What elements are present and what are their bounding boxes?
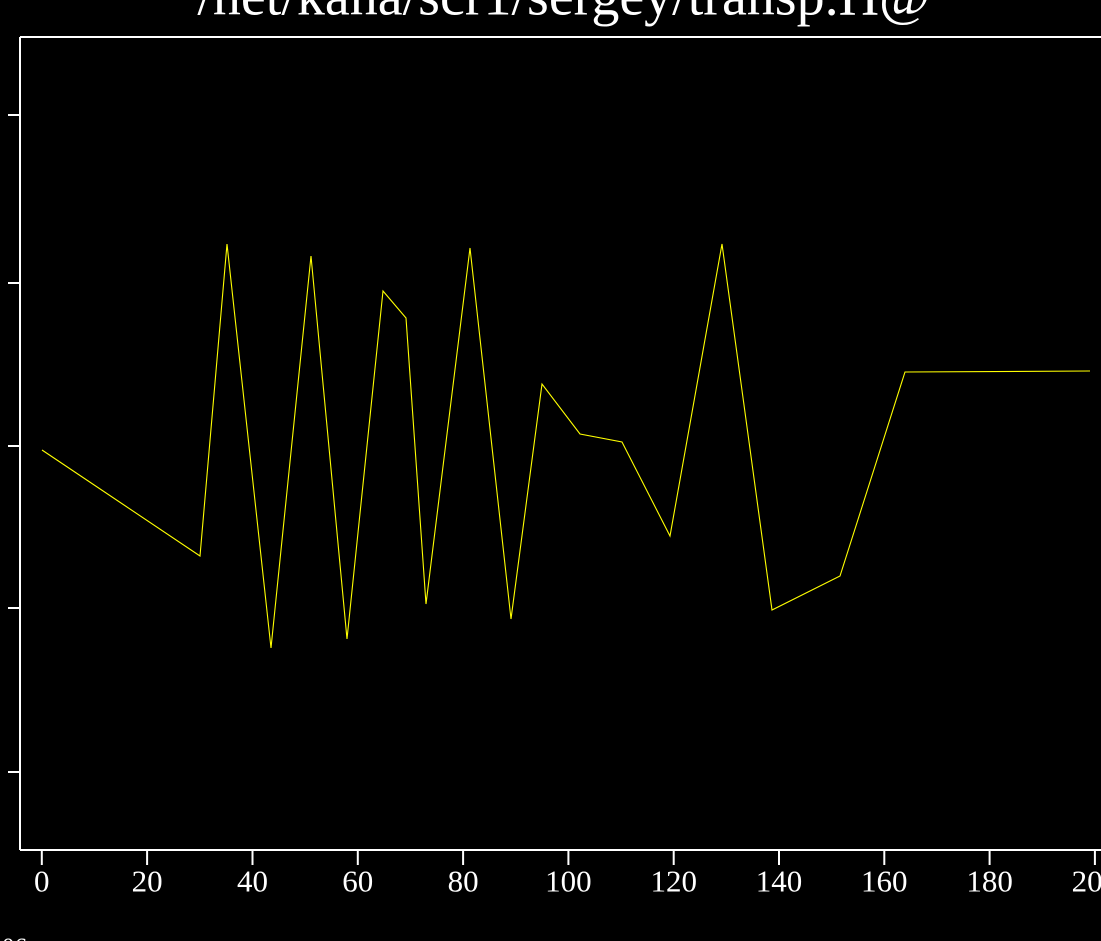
svg-text:140: 140 bbox=[756, 864, 803, 899]
svg-text:80: 80 bbox=[448, 864, 479, 899]
svg-text:200: 200 bbox=[1072, 864, 1101, 899]
svg-text:20: 20 bbox=[132, 864, 163, 899]
svg-text:180: 180 bbox=[966, 864, 1013, 899]
svg-text:/net/kana/scr1/sergey/transp.H: /net/kana/scr1/sergey/transp.H@ bbox=[197, 0, 930, 28]
svg-text:160: 160 bbox=[861, 864, 908, 899]
svg-text:40: 40 bbox=[237, 864, 268, 899]
svg-text:0: 0 bbox=[34, 864, 50, 899]
svg-text:60: 60 bbox=[342, 864, 373, 899]
svg-text:100: 100 bbox=[545, 864, 592, 899]
svg-text:120: 120 bbox=[650, 864, 697, 899]
svg-text:06: 06 bbox=[2, 934, 27, 941]
